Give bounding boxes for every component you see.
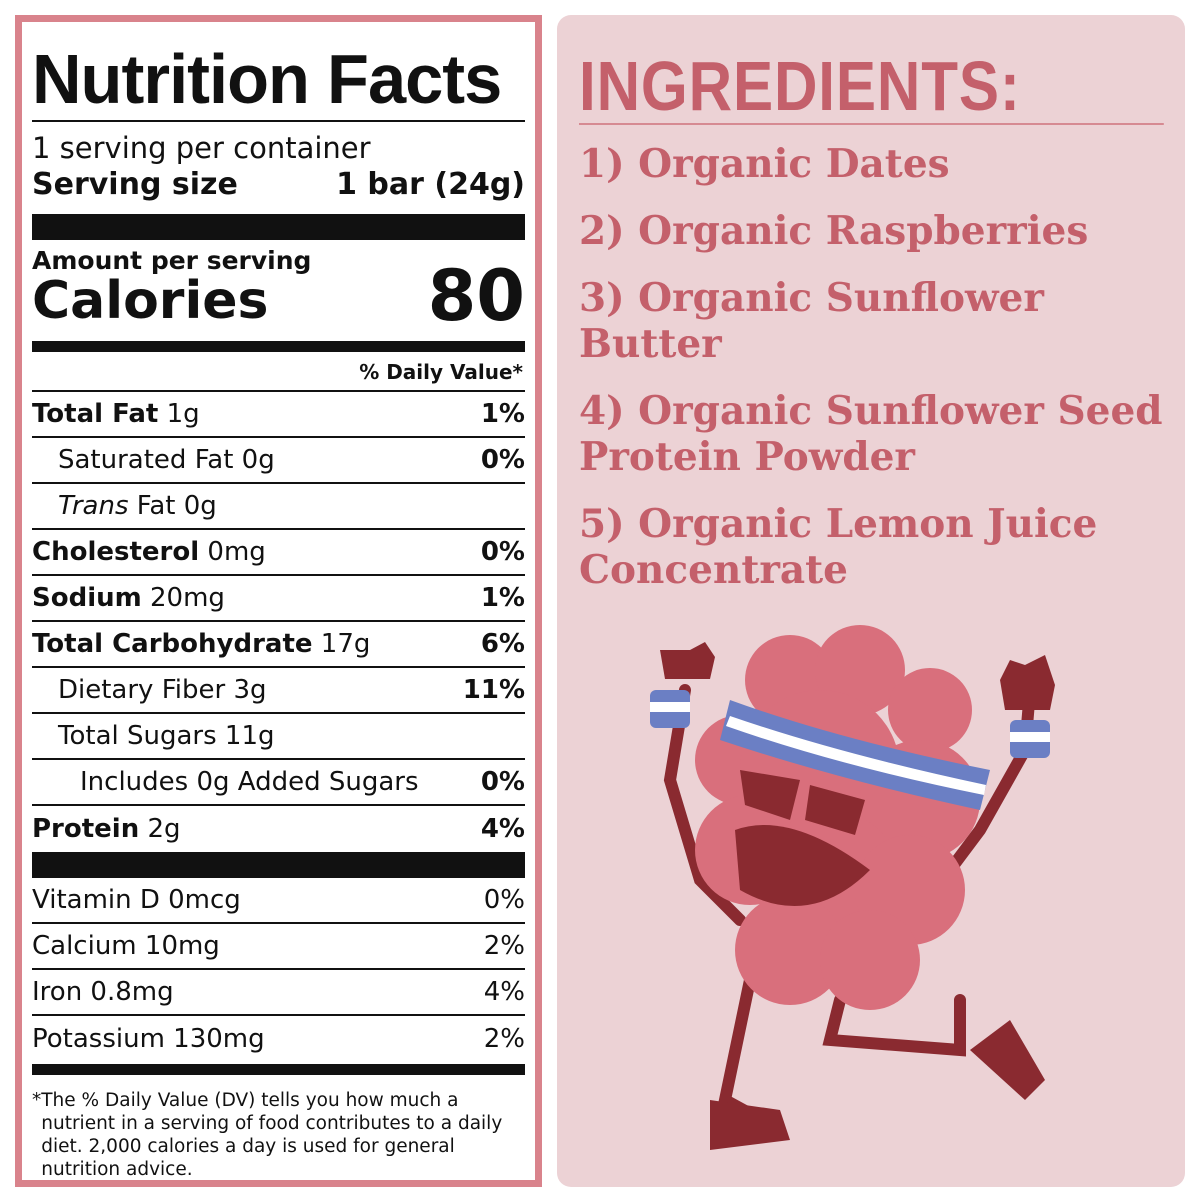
nutrient-name: Total Sugars xyxy=(58,721,217,751)
nutrient-dv: 0% xyxy=(480,537,525,567)
serving-size-value: 1 bar (24g) xyxy=(336,167,525,202)
divider-thick xyxy=(32,852,525,878)
divider-thick xyxy=(32,214,525,240)
nutrient-amount: 3g xyxy=(233,675,267,705)
nutrient-row: Saturated Fat 0g 0% xyxy=(32,438,525,484)
serving-size-label: Serving size xyxy=(32,167,238,202)
vitamin-row: Potassium 130mg 2% xyxy=(32,1016,525,1062)
nutrient-row: Sodium 20mg 1% xyxy=(32,576,525,622)
nutrient-row: Protein 2g 4% xyxy=(32,806,525,852)
nutrition-facts-label: Nutrition Facts 1 serving per container … xyxy=(15,15,542,1187)
nutrient-dv: 0% xyxy=(480,767,525,797)
calories-label: Calories xyxy=(32,271,269,331)
nutrient-dv: 4% xyxy=(480,814,525,844)
nutrient-amount: 0mg xyxy=(207,537,266,567)
divider xyxy=(32,120,525,122)
nutrient-name: Total Carbohydrate xyxy=(32,629,313,659)
nutrient-amount: 11g xyxy=(224,721,275,751)
vitamin-row: Calcium 10mg 2% xyxy=(32,924,525,970)
nutrient-name: Sodium xyxy=(32,583,142,613)
calories-row: Calories 80 xyxy=(32,261,525,331)
nutrient-dv: 11% xyxy=(462,675,525,705)
nutrient-name: Dietary Fiber xyxy=(58,675,226,705)
servings-per-container: 1 serving per container xyxy=(32,131,371,165)
ingredient-item: 4) Organic Sunflower Seed Protein Powder xyxy=(579,388,1163,480)
ingredient-item: 1) Organic Dates xyxy=(579,141,950,187)
nutrient-amount: 1g xyxy=(166,399,200,429)
nutrient-amount: 17g xyxy=(320,629,371,659)
ingredients-list: 1) Organic Dates 2) Organic Raspberries … xyxy=(579,141,1165,593)
nutrient-name: Total Fat xyxy=(32,399,159,429)
vitamin-dv: 4% xyxy=(483,977,525,1007)
nutrient-dv: 1% xyxy=(480,399,525,429)
nutrient-row: Total Fat 1g 1% xyxy=(32,392,525,438)
ingredients-title: INGREDIENTS: xyxy=(579,51,1164,125)
nutrient-amount: 20mg xyxy=(149,583,225,613)
footnote: * The % Daily Value (DV) tells you how m… xyxy=(32,1089,525,1181)
nutrient-dv: 6% xyxy=(480,629,525,659)
nutrient-row: Total Sugars 11g xyxy=(32,714,525,760)
nutrient-row: Cholesterol 0mg 0% xyxy=(32,530,525,576)
nutrient-name: Saturated Fat xyxy=(58,445,234,475)
raspberry-mascot-icon xyxy=(650,625,1055,1150)
nutrient-amount: 2g xyxy=(147,814,181,844)
vitamin-name: Vitamin D 0mcg xyxy=(32,885,241,915)
ingredient-item: 2) Organic Raspberries xyxy=(579,208,1089,254)
vitamin-dv: 0% xyxy=(483,885,525,915)
nutrient-row: Trans Fat 0g xyxy=(32,484,525,530)
nutrient-name-rest: Fat xyxy=(136,491,176,521)
ingredient-item: 5) Organic Lemon Juice Concentrate xyxy=(579,501,1098,593)
serving-size-row: Serving size 1 bar (24g) xyxy=(32,166,525,204)
nutrient-name: Trans xyxy=(58,491,129,521)
nutrient-row: Total Carbohydrate 17g 6% xyxy=(32,622,525,668)
vitamin-name: Iron 0.8mg xyxy=(32,977,174,1007)
nutrient-row: Includes 0g Added Sugars 0% xyxy=(32,760,525,806)
divider-medium xyxy=(32,341,525,352)
ingredients-panel: INGREDIENTS: 1) Organic Dates 2) Organic… xyxy=(557,15,1185,1187)
footnote-star: * xyxy=(32,1090,42,1111)
nutrient-amount: 0g xyxy=(241,445,275,475)
vitamin-name: Potassium 130mg xyxy=(32,1024,265,1054)
nutrient-row: Dietary Fiber 3g 11% xyxy=(32,668,525,714)
vitamin-dv: 2% xyxy=(483,1024,525,1054)
vitamin-dv: 2% xyxy=(483,931,525,961)
nutrition-facts-title: Nutrition Facts xyxy=(32,40,502,118)
vitamin-row: Vitamin D 0mcg 0% xyxy=(32,878,525,924)
footnote-text: The % Daily Value (DV) tells you how muc… xyxy=(41,1090,503,1180)
nutrient-name: Protein xyxy=(32,814,140,844)
vitamin-row: Iron 0.8mg 4% xyxy=(32,970,525,1016)
vitamin-name: Calcium 10mg xyxy=(32,931,220,961)
nutrient-name: Includes 0g Added Sugars xyxy=(80,767,419,797)
nutrient-name: Cholesterol xyxy=(32,537,200,567)
calories-value: 80 xyxy=(427,255,525,337)
ingredient-item: 3) Organic Sunflower Butter xyxy=(579,275,1044,367)
nutrient-dv: 1% xyxy=(480,583,525,613)
nutrient-dv: 0% xyxy=(480,445,525,475)
nutrient-amount: 0g xyxy=(183,491,217,521)
daily-value-header: % Daily Value* xyxy=(32,352,525,392)
amount-per-serving: Amount per serving xyxy=(32,246,312,275)
divider-medium xyxy=(32,1064,525,1075)
